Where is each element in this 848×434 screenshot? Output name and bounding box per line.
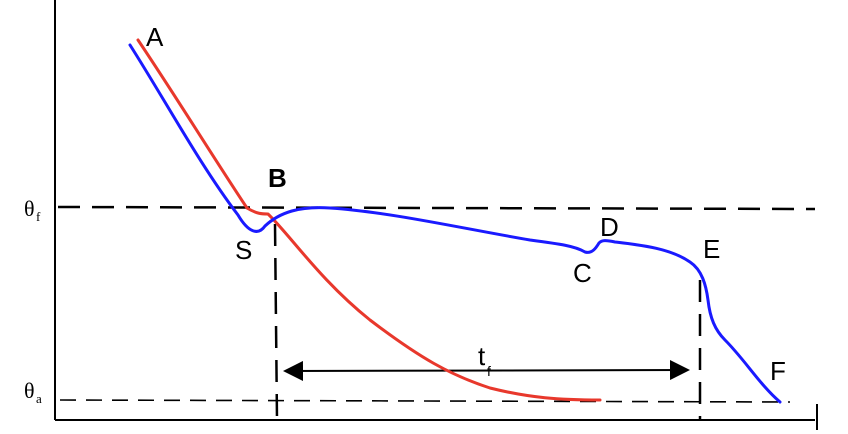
freezing-time-subscript: f <box>487 363 491 379</box>
theta-f-subscript: f <box>36 209 41 224</box>
label-a: A <box>146 22 164 52</box>
label-f: F <box>770 356 786 386</box>
freezing-temperature-line <box>57 205 816 211</box>
label-s: S <box>235 235 252 265</box>
theta-a-subscript: a <box>36 391 42 406</box>
blue-cooling-curve <box>128 43 782 404</box>
theta-a-symbol: θ <box>24 378 35 403</box>
label-e: E <box>703 234 720 264</box>
red-cooling-curve <box>136 38 602 402</box>
ambient-temperature-line <box>59 399 791 403</box>
freezing-time-symbol: t <box>478 341 486 371</box>
freezing-time-arrow <box>283 360 690 381</box>
label-d: D <box>600 212 619 242</box>
start-solidification-line <box>273 223 279 421</box>
theta-f-symbol: θ <box>24 196 35 221</box>
label-b: B <box>268 163 287 193</box>
label-c: C <box>573 258 592 288</box>
